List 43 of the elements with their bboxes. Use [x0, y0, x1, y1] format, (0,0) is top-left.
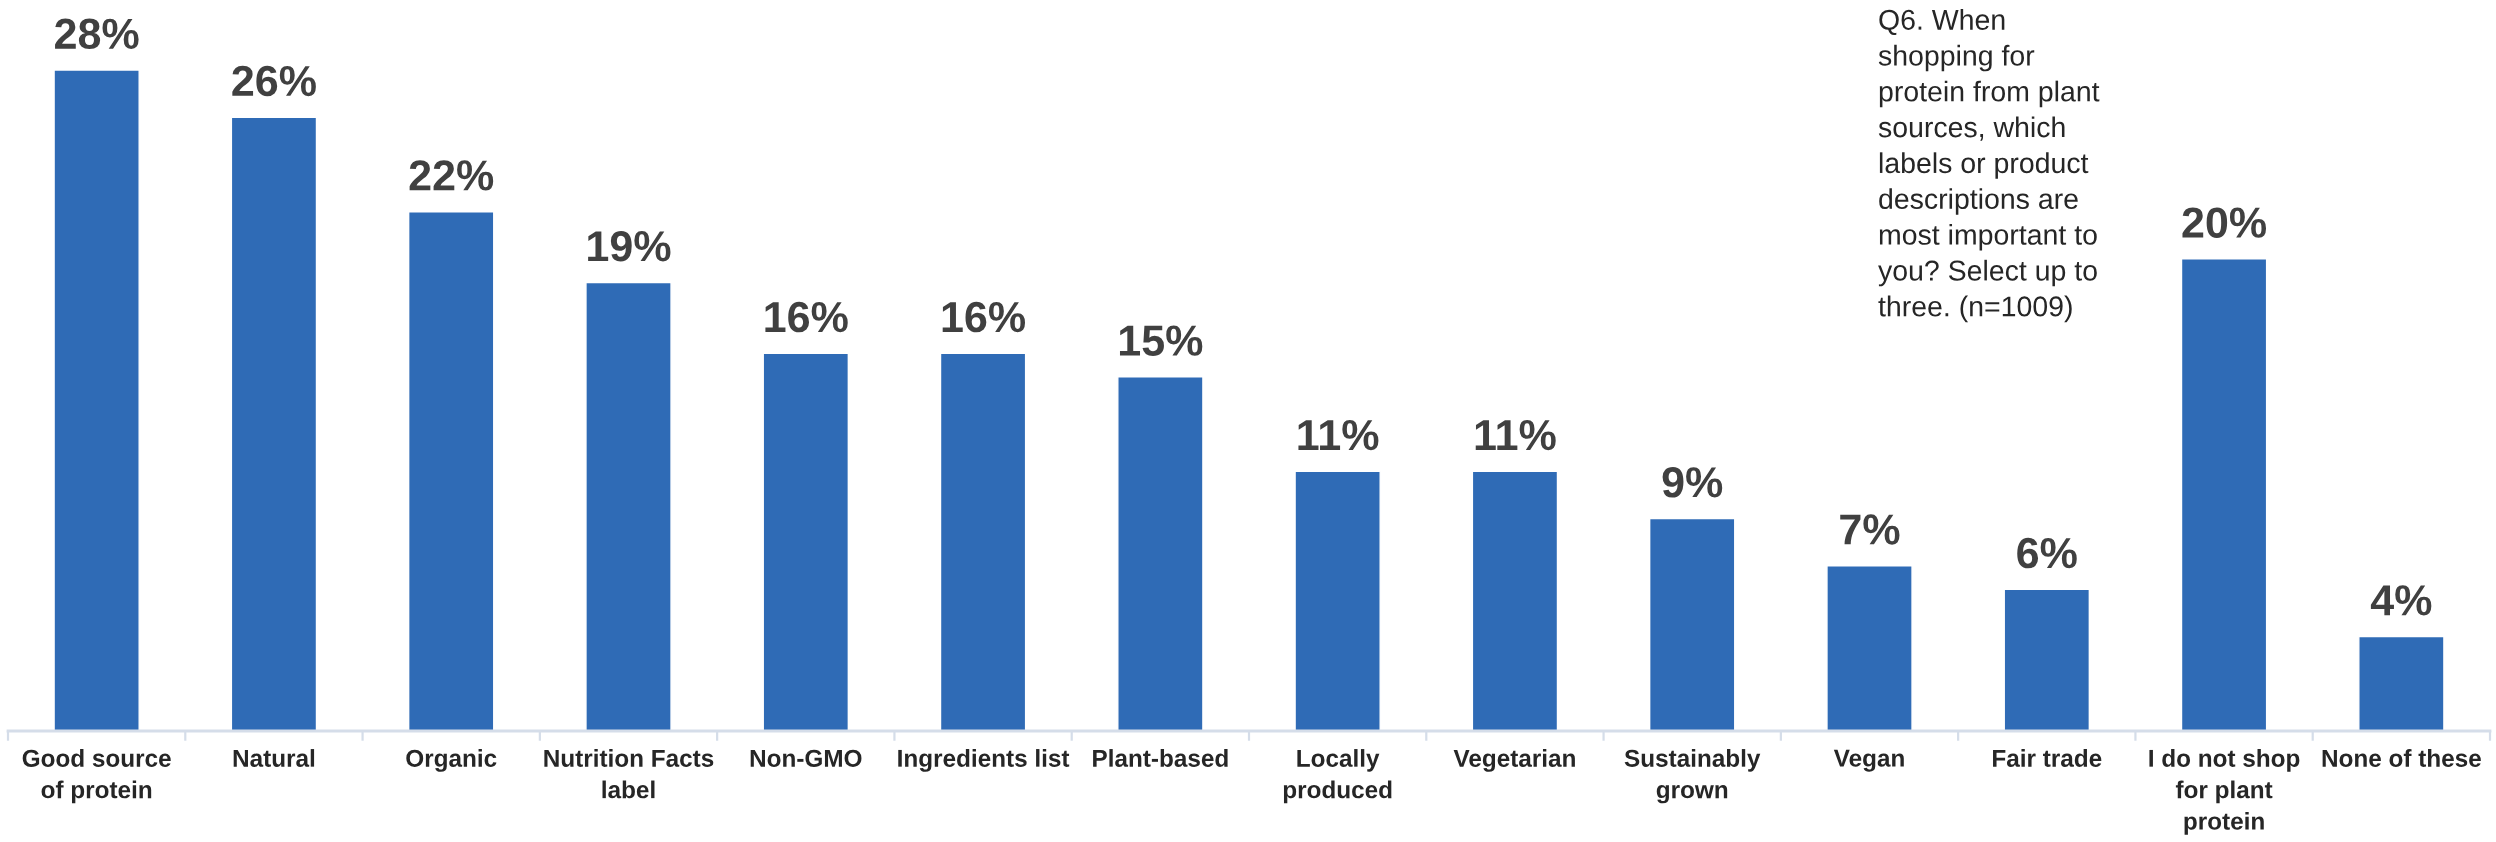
x-tick-label: Organic	[406, 749, 497, 772]
data-label: 16%	[942, 301, 1026, 333]
bar	[53, 69, 140, 731]
bar	[2003, 588, 2091, 731]
bar	[585, 281, 672, 731]
data-label: 28%	[55, 18, 139, 50]
x-tick-label: Vegan	[1833, 749, 1904, 772]
data-label: 4%	[2370, 585, 2432, 616]
bar	[2358, 635, 2445, 731]
bar	[1294, 470, 1381, 731]
x-tick-label: Good source of protein	[22, 749, 171, 804]
x-tick-label: Non-GMO	[750, 749, 862, 767]
x-tick-label: Locally produced	[1283, 749, 1392, 804]
bar	[762, 352, 850, 731]
x-tick-label: Natural	[233, 749, 315, 767]
x-tick-label: Sustainably grown	[1624, 749, 1761, 804]
x-tick-label: Ingredients list	[898, 749, 1070, 772]
bar	[2180, 258, 2268, 731]
data-label: 26%	[232, 65, 316, 97]
data-label: 7%	[1840, 514, 1900, 545]
data-label: 11%	[1475, 419, 1556, 451]
bar	[1826, 565, 1913, 731]
data-label: 22%	[409, 160, 494, 191]
data-label: 20%	[2182, 207, 2267, 238]
x-tick-label: Vegetarian	[1453, 749, 1575, 772]
bar	[230, 116, 318, 731]
data-label: 16%	[765, 301, 848, 333]
data-label: 11%	[1298, 419, 1379, 451]
data-label: 19%	[588, 231, 671, 262]
x-tick-label: Nutrition Facts label	[544, 749, 714, 799]
x-tick-label: Plant-based	[1093, 749, 1228, 767]
x-tick-label: I do not shop for plant protein	[2149, 749, 2300, 835]
data-label: 15%	[1119, 325, 1203, 356]
data-label: 9%	[1662, 467, 1723, 498]
x-tick-label: None of these	[2322, 749, 2481, 767]
x-tick-label: Fair trade	[1993, 749, 2102, 767]
data-label: 6%	[2017, 537, 2077, 569]
text: Q6. When shopping for protein from plant sources, which labels or product descriptions are most important to you? Select up to three. (n=1009)	[1878, 9, 2100, 323]
bar	[1117, 376, 1204, 731]
bar	[1471, 470, 1559, 731]
bar	[939, 352, 1027, 731]
bar	[1648, 517, 1736, 731]
bar	[407, 210, 495, 731]
